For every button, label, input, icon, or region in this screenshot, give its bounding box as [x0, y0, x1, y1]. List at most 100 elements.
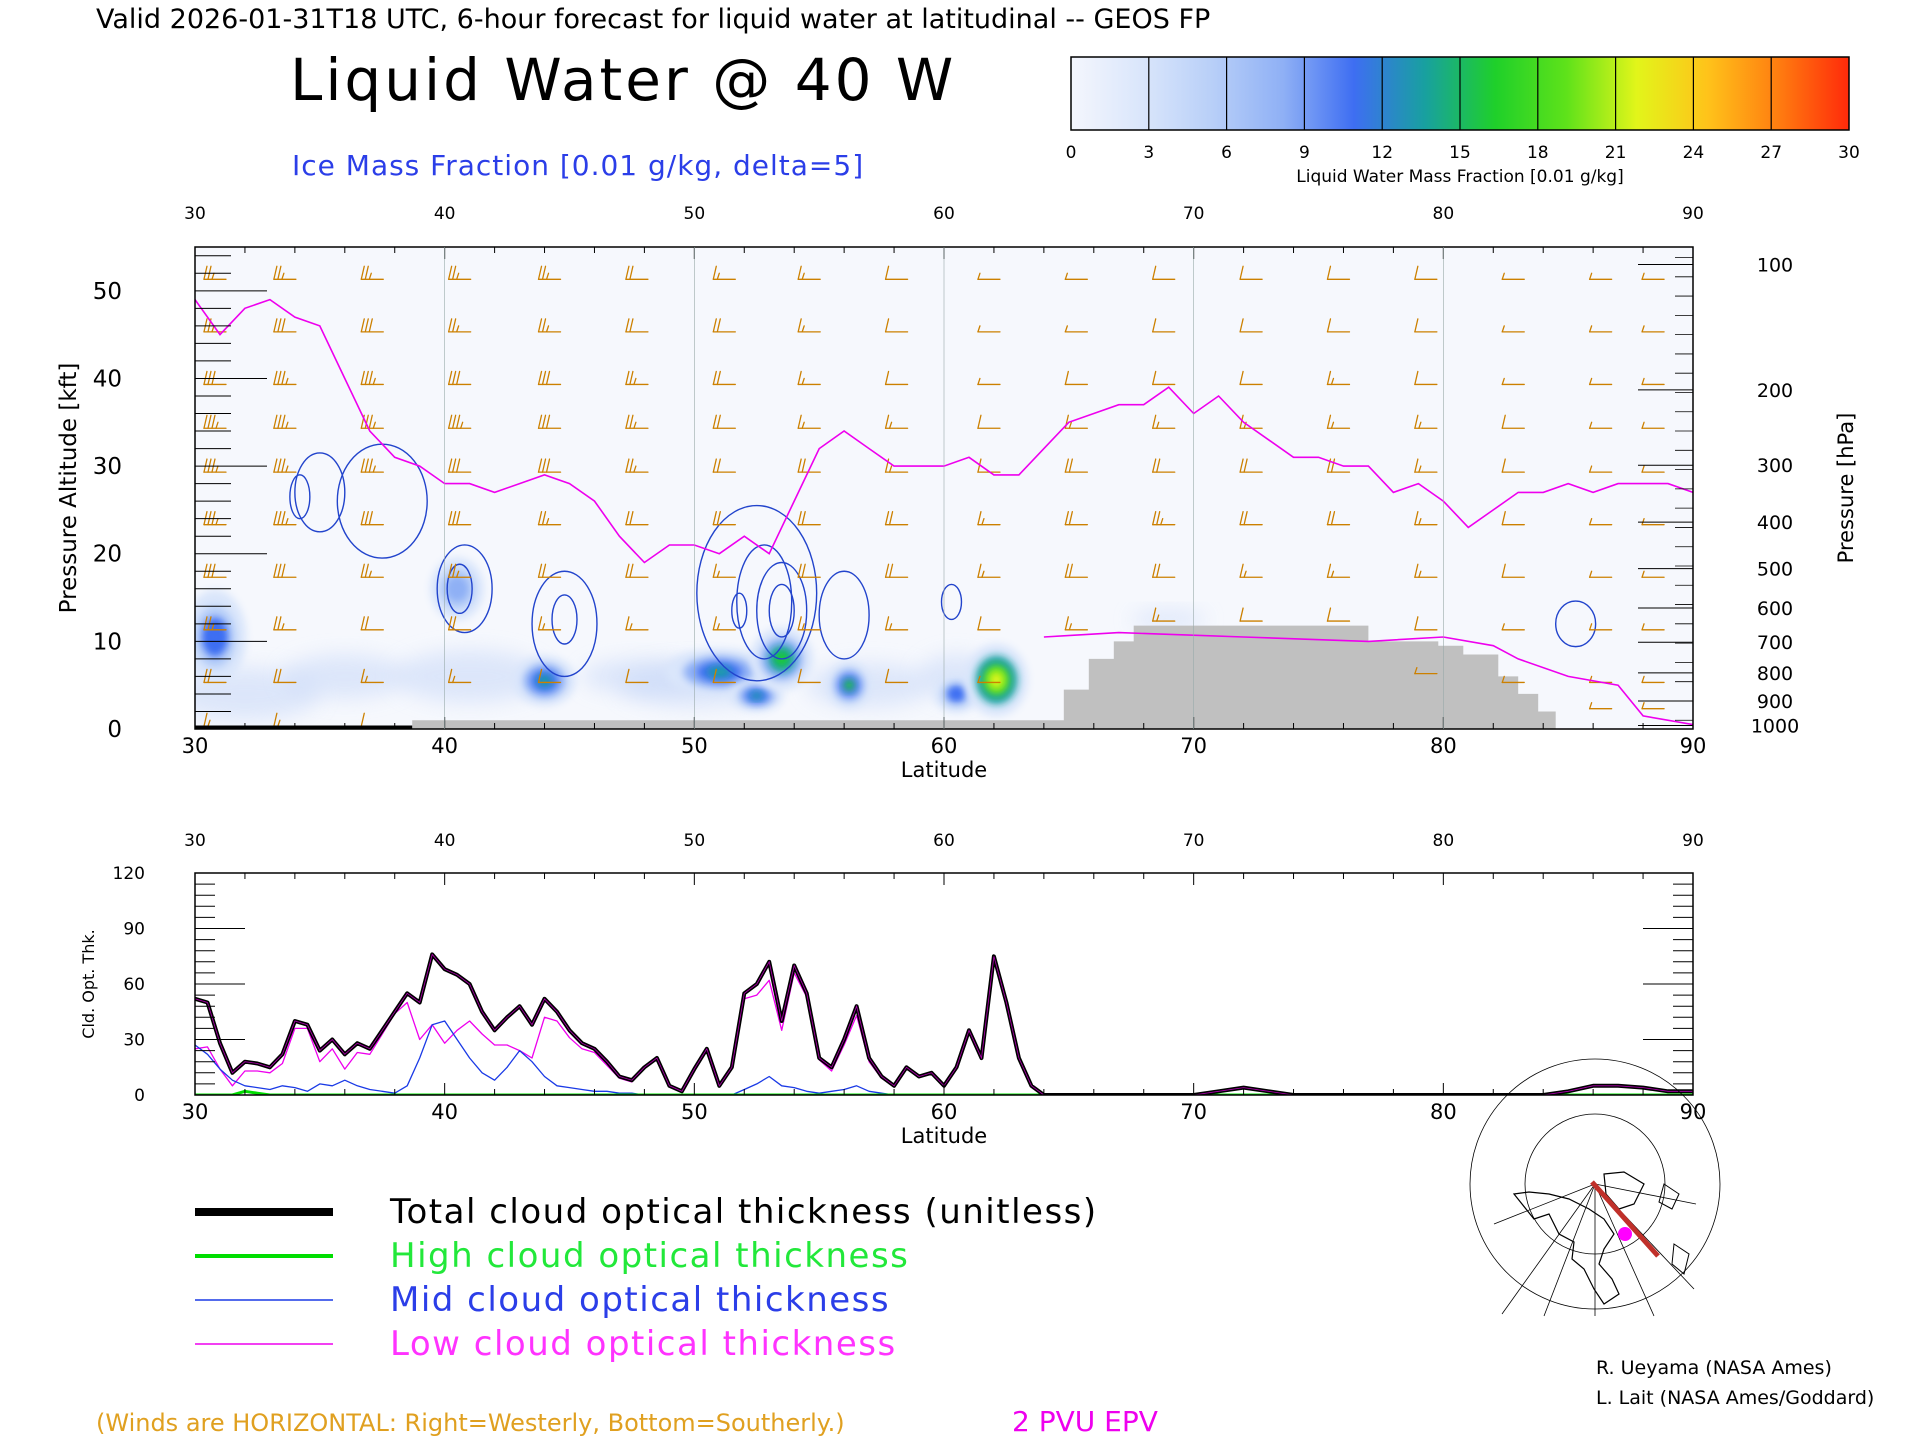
- ice-contour: [446, 563, 473, 615]
- wind-barb: [1239, 265, 1263, 280]
- colorbar-tick-label: 12: [1371, 143, 1393, 163]
- wind-barb: [537, 563, 562, 578]
- ice-contour: [1554, 600, 1597, 648]
- cross-section-track: [1590, 1180, 1660, 1258]
- wind-barb: [1641, 570, 1665, 578]
- kft-tick-label: 20: [93, 542, 122, 568]
- colorbar-ticks: 0 3 6 9 12 15 18 21 24 27 30: [1066, 57, 1860, 163]
- wind-barb: [712, 318, 736, 333]
- x-tick-label-upper: 80: [1433, 831, 1455, 851]
- x-tick-label-upper: 70: [1183, 204, 1205, 224]
- wind-barb: [625, 458, 649, 473]
- ice-contour-label: Ice Mass Fraction [0.01 g/kg, delta=5]: [292, 149, 864, 182]
- wind-barbs: [203, 265, 1665, 727]
- wind-barb: [273, 563, 297, 578]
- wind-barb: [1501, 458, 1525, 473]
- terrain-fill: [195, 625, 1693, 729]
- ice-contour: [768, 583, 795, 638]
- wind-barb: [1326, 318, 1351, 333]
- wind-barb: [1501, 623, 1525, 631]
- ice-contour: [551, 594, 578, 645]
- legend-label: Mid cloud optical thickness: [390, 1280, 890, 1320]
- wind-barb: [1501, 414, 1525, 429]
- wind-barb: [625, 563, 649, 578]
- wind-barb: [884, 370, 909, 386]
- colorbar-tick-label: 24: [1683, 143, 1705, 163]
- wind-barb: [1414, 370, 1438, 386]
- wind-barb: [1239, 563, 1263, 578]
- kft-tick-labels: 0 10 20 30 40 50: [93, 279, 122, 743]
- wind-barb: [1501, 511, 1525, 526]
- wind-barb: [884, 563, 909, 578]
- top-y2-axis-label: Pressure [hPa]: [1834, 413, 1858, 564]
- ice-contour: [289, 474, 311, 520]
- wind-barb: [797, 616, 821, 631]
- colorbar-tick-label: 9: [1299, 143, 1310, 163]
- wind-barb: [447, 265, 472, 280]
- wind-barb: [1414, 414, 1438, 429]
- wind-barb: [537, 511, 562, 526]
- wind-barb: [1326, 511, 1351, 526]
- wind-barb: [273, 616, 297, 631]
- x-tick-label-upper: 50: [684, 831, 706, 851]
- wind-barb: [273, 318, 297, 333]
- colorbar-tick-label: 0: [1066, 143, 1077, 163]
- bottom-axes-ticks: [194, 872, 1694, 1096]
- top-x-tick-labels-upper: 30 40 50 60 70 80 90: [184, 204, 1704, 224]
- wind-barb: [360, 318, 384, 333]
- wind-barb: [1152, 563, 1176, 578]
- wind-barb: [447, 370, 472, 386]
- wind-barb: [797, 458, 821, 473]
- wind-barb: [1326, 265, 1351, 280]
- credit-ueyama: R. Ueyama (NASA Ames): [1596, 1357, 1832, 1379]
- polar-map-icon: [1469, 1058, 1721, 1317]
- wind-barb: [712, 370, 736, 386]
- wind-barb: [884, 616, 909, 631]
- wind-barb: [625, 318, 649, 333]
- wind-barb: [1641, 325, 1665, 333]
- wind-barb: [537, 318, 562, 333]
- x-tick-label-upper: 60: [933, 204, 955, 224]
- wind-barb: [1414, 265, 1438, 280]
- colorbar-label: Liquid Water Mass Fraction [0.01 g/kg]: [1296, 167, 1623, 187]
- kft-tick-label: 10: [93, 629, 122, 655]
- x-tick-label: 50: [681, 1100, 708, 1124]
- pressure-tick-label: 300: [1757, 455, 1793, 477]
- wind-barb: [1588, 272, 1613, 280]
- wind-barb: [712, 265, 736, 280]
- wind-barb: [1064, 370, 1088, 386]
- wind-barb: [1326, 607, 1351, 622]
- wind-barb: [625, 616, 649, 631]
- pressure-tick-label: 900: [1757, 691, 1793, 713]
- x-tick-label: 50: [681, 734, 708, 758]
- x-tick-label: 40: [431, 1100, 458, 1124]
- series-line-total-inner: [195, 953, 1693, 1095]
- wind-barb: [625, 668, 649, 684]
- ice-contour: [818, 570, 870, 660]
- liquid-water-panel: 30 40 50 60 70 80 90 30 40 50 60 70 80 90 0 10 20 30 40 5…: [56, 204, 1858, 782]
- wind-barb: [273, 511, 297, 526]
- liquid-water-blob: [951, 689, 962, 699]
- kft-tick-label: 0: [107, 717, 122, 743]
- wind-barb: [977, 563, 1001, 578]
- wind-barb: [1239, 370, 1263, 386]
- wind-barb: [884, 318, 909, 333]
- wind-barb: [447, 414, 472, 429]
- cot-tick-labels: 0 30 60 90 120: [113, 864, 145, 1106]
- top-x-axis-label: Latitude: [901, 758, 987, 782]
- wind-barb: [447, 563, 472, 578]
- wind-barb: [447, 668, 472, 684]
- liquid-water-blob: [207, 626, 222, 648]
- wind-barb: [537, 414, 562, 429]
- epv-low-line: [1043, 631, 1693, 726]
- pressure-tick-label: 400: [1757, 512, 1793, 534]
- wind-barb: [625, 511, 649, 526]
- wind-barb: [1588, 465, 1613, 473]
- credit-lait: L. Lait (NASA Ames/Goddard): [1596, 1387, 1874, 1409]
- wind-barb: [360, 511, 384, 526]
- valid-time-line: Valid 2026-01-31T18 UTC, 6-hour forecast…: [96, 4, 1210, 35]
- wind-barb: [1152, 458, 1176, 473]
- wind-barb: [360, 563, 384, 578]
- wind-barb: [797, 563, 821, 578]
